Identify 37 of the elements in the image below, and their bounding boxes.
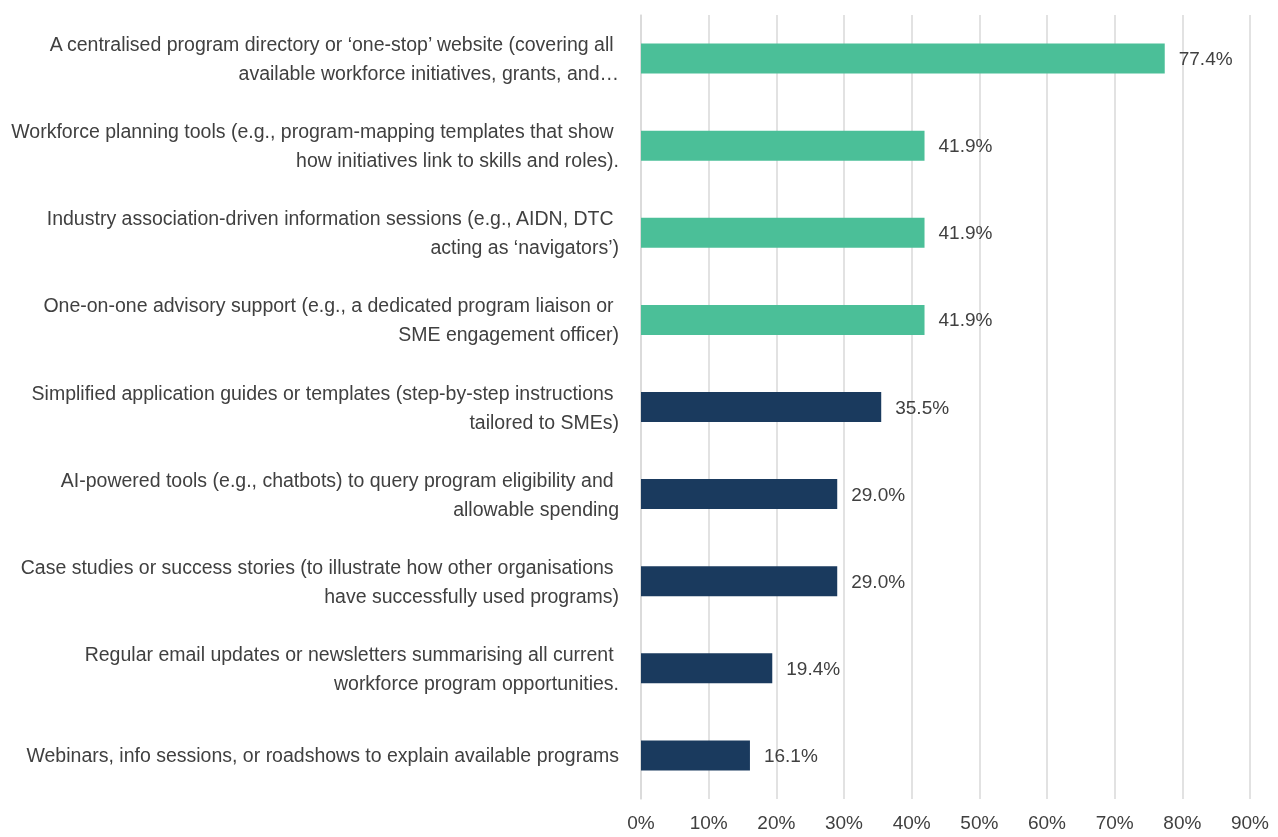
bar (641, 130, 925, 161)
data-label: 16.1% (763, 744, 818, 766)
bar (641, 43, 1165, 74)
y-tick-label: Case studies or success stories (to illustrate how other organisations have successfully used programs) (20, 555, 619, 607)
x-tick-label: 80% (1163, 812, 1202, 833)
bar (641, 653, 773, 684)
data-label: 35.5% (895, 396, 950, 418)
y-tick-label: Simplified application guides or templates (step-by-step instructions tailored to SMEs) (31, 381, 619, 433)
data-label: 19.4% (786, 657, 841, 679)
data-label: 41.9% (938, 222, 993, 244)
data-label: 29.0% (851, 570, 906, 592)
y-tick-label: Industry association-driven information sessions (e.g., AIDN, DTC acting as ‘navigators’) (46, 207, 619, 259)
x-tick-label: 10% (689, 812, 728, 833)
y-tick-label: Regular email updates or newsletters summarising all current workforce program opportunities. (84, 642, 619, 694)
y-tick-label: Workforce planning tools (e.g., program-mapping templates that show how initiatives link to skills and roles). (11, 120, 619, 172)
bar (641, 566, 838, 597)
y-tick-label: AI-powered tools (e.g., chatbots) to query program eligibility and allowable spending (60, 468, 619, 520)
y-tick-label: A centralised program directory or ‘one-stop’ website (covering all available workforce initiatives, grants, and… (49, 33, 619, 85)
x-tick-label: 0% (627, 812, 655, 833)
y-tick-label: Webinars, info sessions, or roadshows to explain available programs (26, 744, 620, 767)
bar (641, 740, 750, 771)
y-tick-label: One-on-one advisory support (e.g., a dedicated program liaison or SME engagement officer) (43, 294, 619, 346)
data-label: 41.9% (938, 309, 993, 331)
x-tick-label: 50% (960, 812, 999, 833)
bar (641, 217, 925, 248)
x-tick-label: 70% (1095, 812, 1134, 833)
bar (641, 479, 838, 510)
data-label: 77.4% (1178, 48, 1233, 70)
x-tick-label: 30% (824, 812, 864, 833)
x-tick-label: 40% (892, 812, 931, 833)
data-label: 29.0% (851, 483, 906, 505)
bar (641, 392, 882, 422)
data-label: 41.9% (938, 135, 993, 157)
x-tick-label: 90% (1230, 812, 1270, 833)
x-tick-label: 60% (1027, 812, 1067, 833)
x-tick-label: 20% (757, 812, 796, 833)
bar (641, 304, 925, 335)
